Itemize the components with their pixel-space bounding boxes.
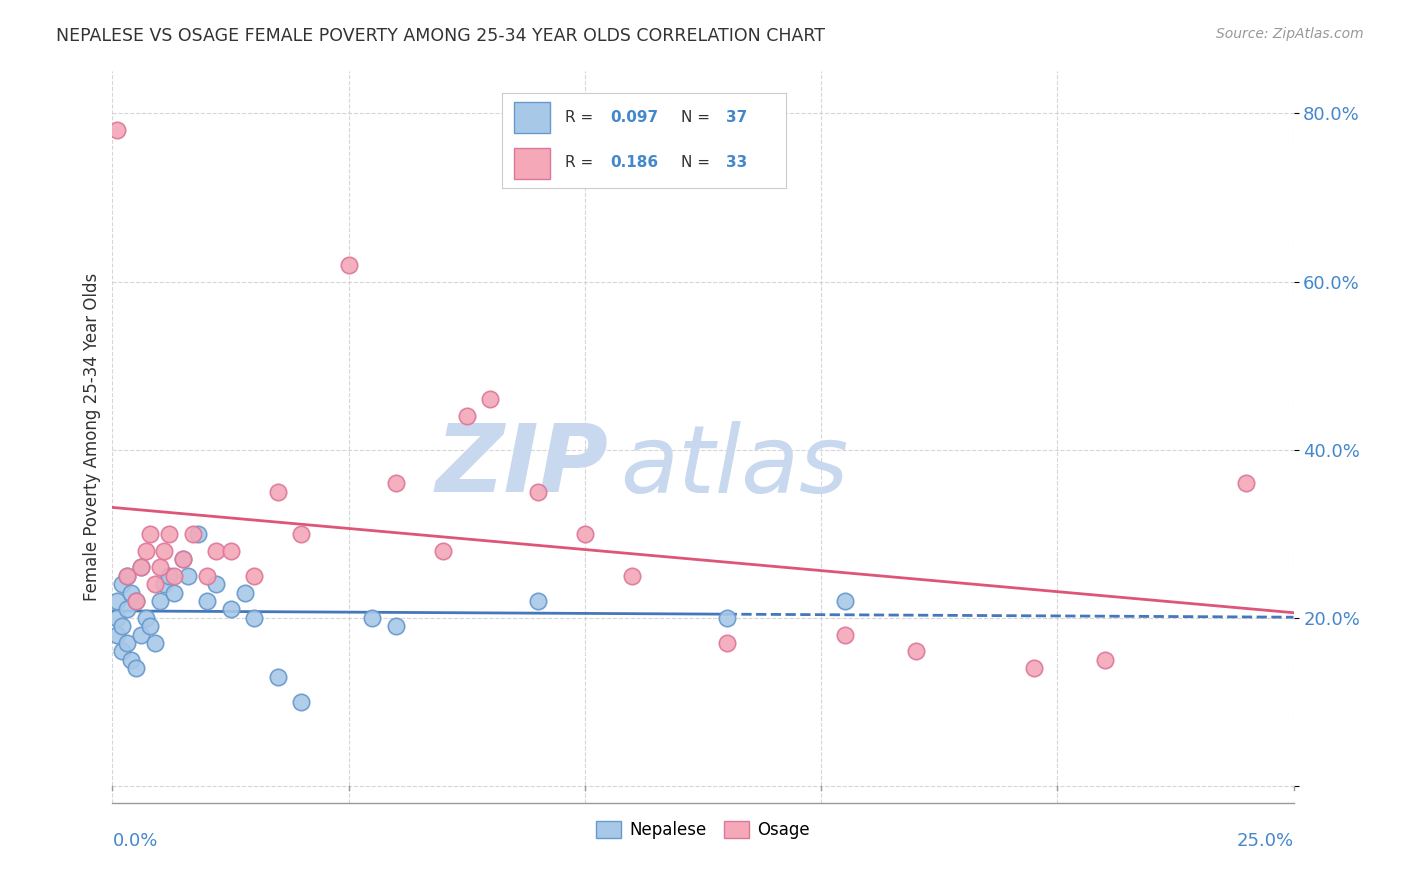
Point	[129, 627, 152, 641]
Point	[267, 670, 290, 684]
Point	[172, 552, 194, 566]
Point	[290, 526, 312, 541]
Point	[526, 484, 548, 499]
Text: Source: ZipAtlas.com: Source: ZipAtlas.com	[1216, 27, 1364, 41]
Point	[111, 577, 134, 591]
Point	[716, 636, 738, 650]
Point	[337, 258, 360, 272]
Point	[135, 543, 157, 558]
Point	[120, 585, 142, 599]
Legend: Nepalese, Osage: Nepalese, Osage	[589, 814, 817, 846]
Point	[181, 526, 204, 541]
Text: atlas: atlas	[620, 421, 849, 512]
Point	[153, 543, 176, 558]
Point	[129, 560, 152, 574]
Point	[1234, 476, 1257, 491]
Point	[111, 644, 134, 658]
Text: 25.0%: 25.0%	[1236, 832, 1294, 850]
Point	[177, 569, 200, 583]
Point	[716, 611, 738, 625]
Point	[115, 569, 138, 583]
Point	[149, 560, 172, 574]
Point	[526, 594, 548, 608]
Point	[139, 526, 162, 541]
Point	[149, 594, 172, 608]
Point	[290, 695, 312, 709]
Point	[111, 619, 134, 633]
Point	[105, 123, 128, 137]
Point	[432, 543, 454, 558]
Point	[153, 577, 176, 591]
Point	[621, 569, 644, 583]
Point	[115, 569, 138, 583]
Point	[143, 577, 166, 591]
Point	[105, 611, 128, 625]
Point	[115, 602, 138, 616]
Point	[267, 484, 290, 499]
Text: ZIP: ZIP	[436, 420, 609, 512]
Point	[125, 594, 148, 608]
Point	[219, 602, 242, 616]
Point	[385, 476, 408, 491]
Y-axis label: Female Poverty Among 25-34 Year Olds: Female Poverty Among 25-34 Year Olds	[83, 273, 101, 601]
Point	[186, 526, 208, 541]
Point	[1022, 661, 1045, 675]
Point	[135, 611, 157, 625]
Point	[157, 526, 180, 541]
Point	[195, 569, 218, 583]
Point	[361, 611, 384, 625]
Point	[120, 653, 142, 667]
Point	[834, 594, 856, 608]
Point	[219, 543, 242, 558]
Point	[105, 627, 128, 641]
Text: NEPALESE VS OSAGE FEMALE POVERTY AMONG 25-34 YEAR OLDS CORRELATION CHART: NEPALESE VS OSAGE FEMALE POVERTY AMONG 2…	[56, 27, 825, 45]
Point	[143, 636, 166, 650]
Point	[125, 594, 148, 608]
Point	[115, 636, 138, 650]
Point	[139, 619, 162, 633]
Point	[205, 543, 228, 558]
Point	[1094, 653, 1116, 667]
Point	[834, 627, 856, 641]
Point	[157, 569, 180, 583]
Point	[243, 569, 266, 583]
Point	[904, 644, 927, 658]
Point	[163, 585, 186, 599]
Point	[172, 552, 194, 566]
Point	[243, 611, 266, 625]
Point	[195, 594, 218, 608]
Point	[129, 560, 152, 574]
Point	[385, 619, 408, 633]
Text: 0.0%: 0.0%	[112, 832, 157, 850]
Point	[205, 577, 228, 591]
Point	[574, 526, 596, 541]
Point	[105, 594, 128, 608]
Point	[456, 409, 478, 423]
Point	[163, 569, 186, 583]
Point	[479, 392, 502, 407]
Point	[125, 661, 148, 675]
Point	[233, 585, 256, 599]
